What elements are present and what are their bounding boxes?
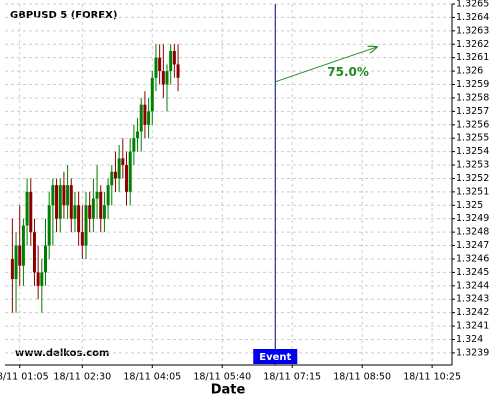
candle-body — [58, 185, 62, 219]
candle-body — [14, 245, 18, 280]
x-tick-label: 18/11 01:05 — [0, 372, 49, 383]
candle-body — [128, 151, 132, 192]
y-tick-label: 1.3262 — [456, 39, 489, 50]
candle-body — [161, 71, 165, 85]
y-tick-label: 1.3258 — [456, 92, 489, 103]
candle-body — [51, 185, 55, 206]
y-tick-label: 1.326 — [456, 66, 483, 77]
watermark: www.delkos.com — [15, 348, 109, 359]
y-tick-label: 1.3256 — [456, 119, 489, 130]
y-tick-label: 1.3247 — [456, 240, 489, 251]
y-tick-label: 1.3255 — [456, 133, 489, 144]
candle-body — [84, 205, 88, 246]
candle-body — [176, 64, 180, 78]
candle-body — [88, 205, 92, 219]
candle-body — [125, 165, 129, 192]
candle-body — [62, 185, 66, 206]
y-tick-label: 1.3257 — [456, 106, 489, 117]
y-tick-label: 1.3253 — [456, 160, 489, 171]
candle-body — [132, 138, 136, 152]
candle-body — [40, 272, 44, 286]
candle-body — [95, 191, 99, 199]
y-tick-label: 1.3248 — [456, 227, 489, 238]
candle-body — [21, 225, 25, 266]
candle-body — [150, 77, 154, 112]
candle-body — [10, 258, 14, 280]
candle-body — [77, 205, 81, 233]
y-tick-label: 1.3251 — [456, 186, 489, 197]
candle-body — [25, 191, 29, 226]
x-tick-label: 18/11 08:50 — [333, 372, 391, 383]
x-tick-label: 18/11 07:15 — [263, 372, 321, 383]
y-tick-label: 1.3244 — [456, 280, 489, 291]
y-tick-label: 1.3263 — [456, 25, 489, 36]
candle-body — [18, 245, 22, 266]
y-tick-label: 1.3239 — [456, 347, 489, 358]
candle-body — [29, 191, 33, 233]
chart-title: GBPUSD 5 (FOREX) — [10, 10, 117, 21]
candle-body — [113, 171, 117, 179]
candle-body — [117, 158, 121, 179]
y-tick-label: 1.3242 — [456, 307, 489, 318]
candle-body — [172, 50, 176, 65]
candle-body — [165, 71, 169, 85]
candle-body — [36, 272, 40, 286]
y-tick-label: 1.3254 — [456, 146, 489, 157]
y-tick-label: 1.3264 — [456, 12, 489, 23]
candle-body — [169, 50, 173, 72]
x-tick-label: 18/11 05:40 — [193, 372, 251, 383]
candle-body — [102, 205, 106, 219]
y-tick-label: 1.3265 — [456, 0, 489, 10]
candle-body — [121, 158, 125, 166]
candle-body — [136, 131, 140, 139]
y-tick-label: 1.3259 — [456, 79, 489, 90]
y-tick-label: 1.324 — [456, 334, 483, 345]
candle-body — [73, 205, 77, 219]
y-tick-label: 1.3249 — [456, 213, 489, 224]
y-tick-label: 1.3246 — [456, 253, 489, 264]
event-label: Event — [259, 352, 291, 363]
candle-body — [69, 185, 73, 219]
x-tick-label: 18/11 10:25 — [403, 372, 461, 383]
candle-body — [139, 104, 143, 132]
forecast-label: 75.0% — [327, 65, 369, 79]
candle-body — [147, 111, 151, 125]
x-tick-label: 18/11 02:30 — [53, 372, 111, 383]
candle-body — [80, 232, 84, 246]
y-tick-label: 1.3243 — [456, 294, 489, 305]
candle-body — [106, 185, 110, 206]
candle-body — [32, 232, 36, 273]
x-tick-label: 18/11 04:05 — [123, 372, 181, 383]
y-tick-label: 1.3245 — [456, 267, 489, 278]
y-tick-label: 1.3241 — [456, 321, 489, 332]
candle-body — [154, 57, 158, 78]
candle-body — [158, 57, 162, 72]
candle-body — [66, 185, 70, 206]
candle-body — [91, 198, 95, 219]
candle-body — [110, 171, 114, 186]
candle-body — [55, 185, 59, 219]
candle-body — [99, 191, 103, 219]
candle-body — [44, 245, 48, 273]
y-tick-label: 1.325 — [456, 200, 483, 211]
forecast-arrow — [275, 47, 377, 83]
y-tick-label: 1.3261 — [456, 52, 489, 63]
event-label-box — [253, 349, 298, 364]
x-axis-label: Date — [211, 383, 246, 398]
candle-body — [47, 205, 51, 246]
y-tick-label: 1.3252 — [456, 173, 489, 184]
candle-body — [143, 104, 147, 125]
